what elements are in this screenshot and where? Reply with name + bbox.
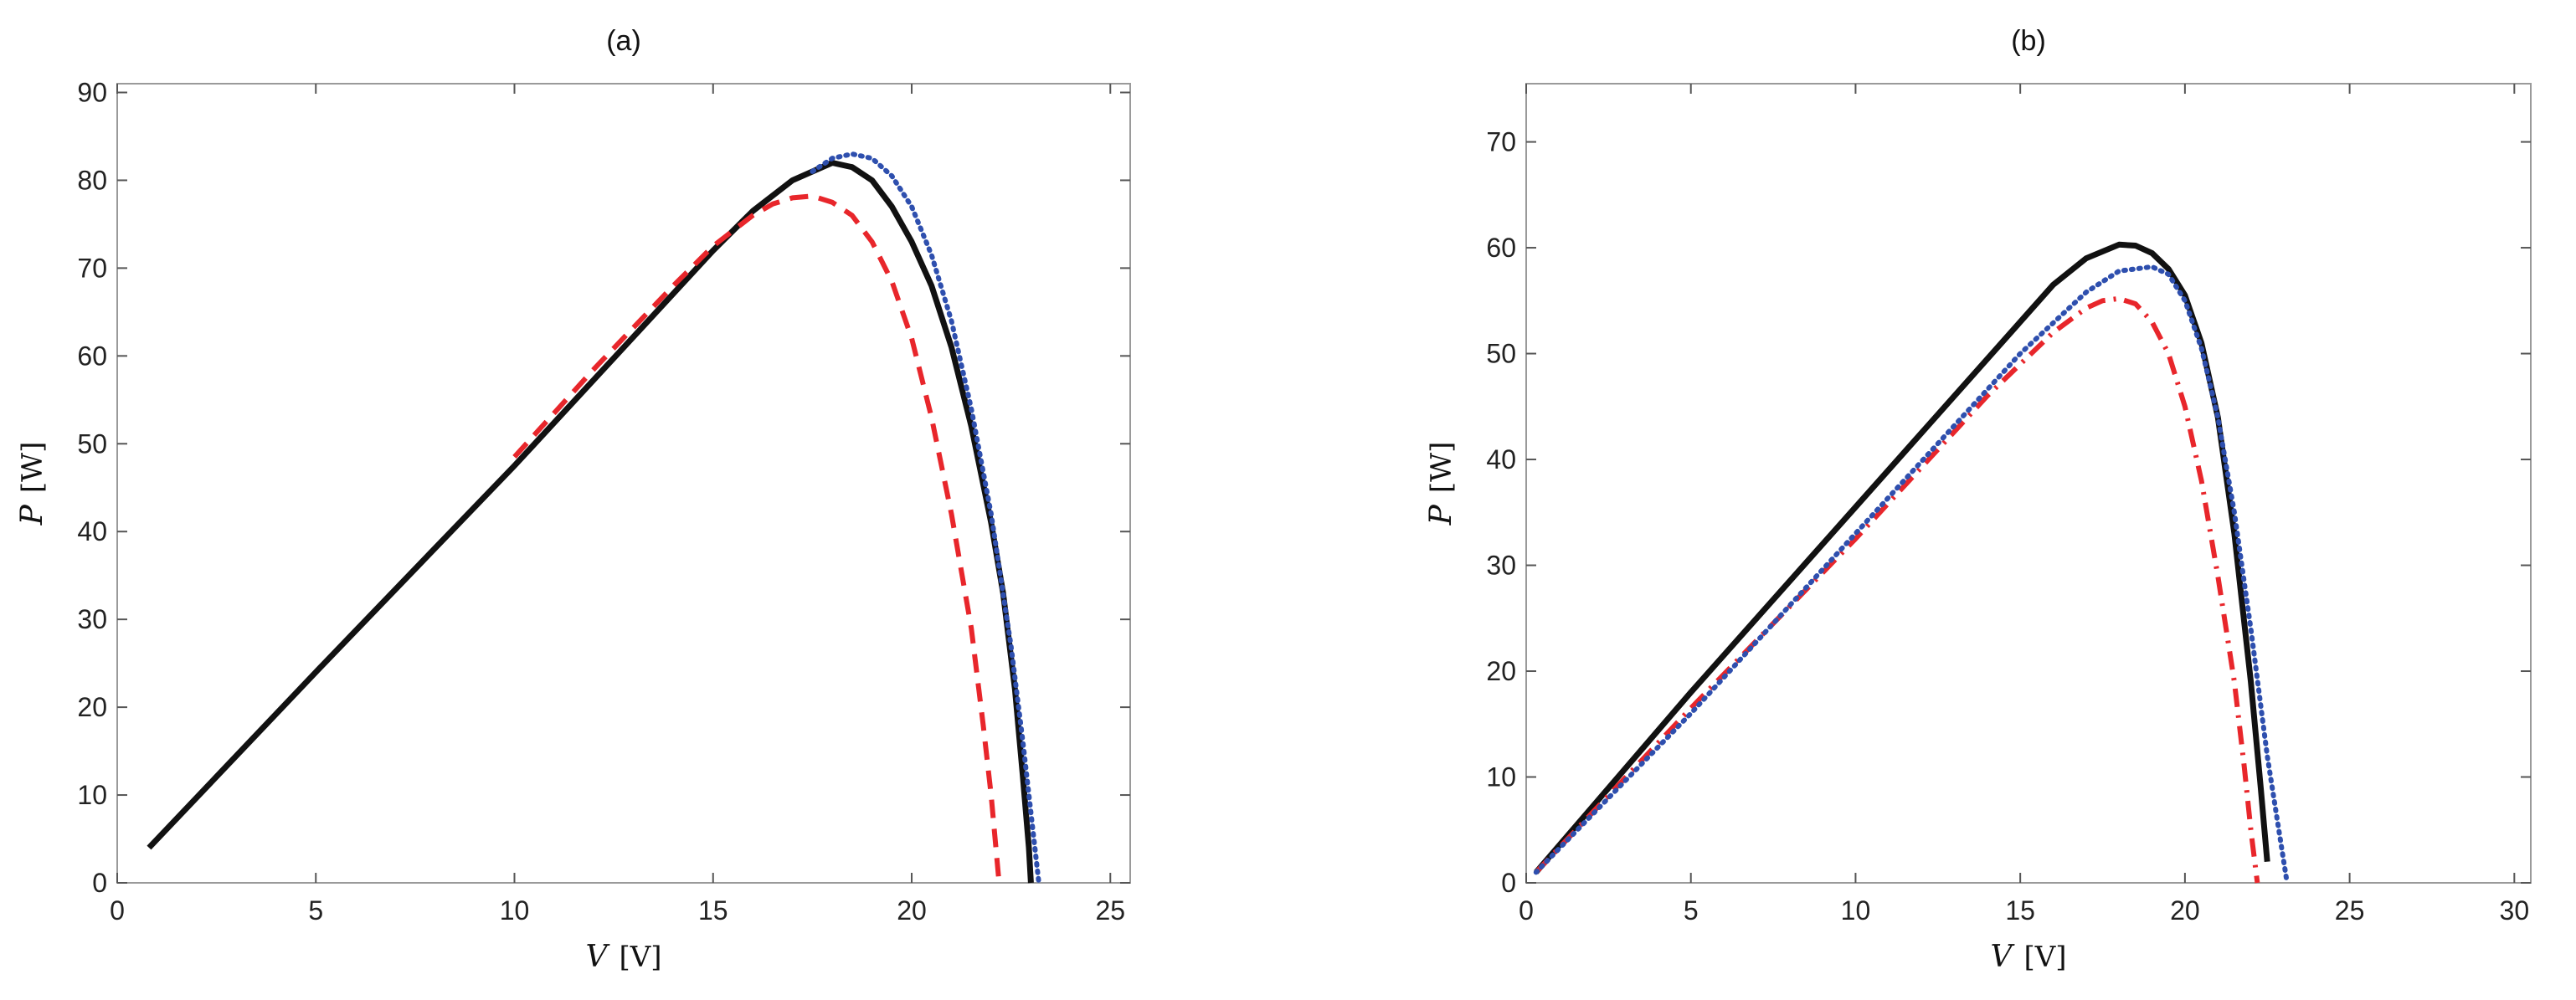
x-tick-label: 10	[1841, 895, 1871, 926]
series-line-solid-thick	[1534, 241, 2270, 874]
x-tick-label: 0	[110, 895, 125, 926]
y-tick-label: 60	[1486, 233, 1516, 263]
series-line-dash-dot	[1534, 295, 2260, 884]
chart-panel: 0 5 10 15 20 25 30 0 10 20 30 40 50 60 70 (b) V [V] P [W]	[1424, 25, 2532, 974]
y-tick-label: 10	[77, 780, 107, 810]
y-tick-label: 30	[1486, 551, 1516, 581]
x-tick-label: 30	[2500, 895, 2530, 926]
chart-panel: 0 5 10 15 20 25 0 10 20 30 40 50 60 70 80 90 (a) V [V] P [W]	[15, 25, 1131, 974]
x-axis-label-var: V	[585, 940, 610, 974]
y-tick-label: 70	[1486, 127, 1516, 157]
x-tick-label: 20	[2170, 895, 2200, 926]
y-axis-label-var: P	[15, 504, 49, 526]
x-axis-label-var: V	[1990, 940, 2015, 974]
y-tick-label: 80	[77, 165, 107, 195]
x-axis-label: V [V]	[1990, 940, 2066, 974]
series-line-dotted	[810, 151, 1041, 885]
plot-area-frame	[1525, 83, 2532, 884]
x-tick-label: 10	[500, 895, 530, 926]
x-axis-label-unit: [V]	[2023, 941, 2066, 974]
y-axis-label: P [W]	[15, 442, 49, 526]
y-tick-label: 0	[1501, 868, 1516, 898]
series-line-dashed	[512, 193, 1002, 884]
y-tick-label: 50	[77, 428, 107, 459]
x-axis-label: V [V]	[585, 940, 661, 974]
y-tick-label: 40	[1486, 444, 1516, 474]
x-tick-label: 0	[1519, 895, 1534, 926]
chart-title: (b)	[2011, 25, 2046, 57]
plot-area-frame	[116, 83, 1131, 884]
y-tick-label: 90	[77, 77, 107, 107]
x-axis-label-unit: [V]	[619, 941, 661, 974]
y-axis-label: P [W]	[1424, 442, 1458, 526]
y-tick-label: 70	[77, 253, 107, 283]
x-tick-label: 25	[2335, 895, 2365, 926]
y-tick-label: 20	[77, 692, 107, 722]
x-tick-label: 15	[2005, 895, 2035, 926]
y-tick-label: 60	[77, 341, 107, 371]
x-tick-label: 20	[897, 895, 927, 926]
y-tick-label: 0	[92, 868, 107, 898]
y-tick-label: 50	[1486, 339, 1516, 369]
series-line-solid-thick	[147, 160, 1034, 884]
y-tick-label: 10	[1486, 762, 1516, 792]
y-tick-label: 20	[1486, 656, 1516, 686]
chart-title: (a)	[606, 25, 641, 57]
y-tick-label: 30	[77, 604, 107, 634]
x-tick-label: 25	[1095, 895, 1125, 926]
y-axis-label-var: P	[1424, 504, 1458, 526]
x-tick-label: 5	[1684, 895, 1699, 926]
y-axis-label-unit: [W]	[16, 442, 49, 493]
x-tick-label: 15	[698, 895, 728, 926]
x-tick-label: 5	[308, 895, 323, 926]
y-tick-label: 40	[77, 516, 107, 546]
series-line-dotted	[1533, 264, 2290, 885]
y-axis-label-unit: [W]	[1425, 442, 1458, 493]
